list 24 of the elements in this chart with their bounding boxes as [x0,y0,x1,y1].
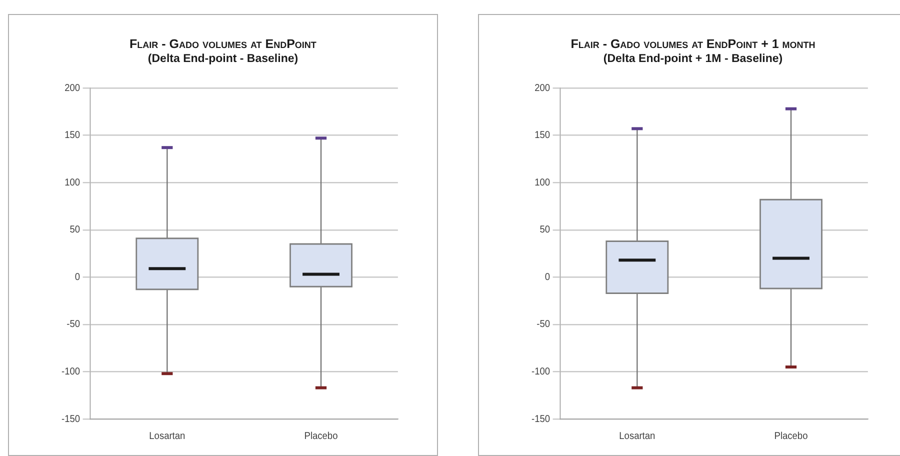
x-tick-label: Losartan [149,430,186,442]
chart-title: Flair - Gado volumes at EndPoint [128,37,318,51]
y-tick-label: 0 [74,272,80,284]
chart-title: Flair - Gado volumes at EndPoint + 1 month [570,37,816,51]
y-tick-label: 150 [534,130,550,142]
chart-subtitle: (Delta End-point + 1M - Baseline) [602,53,784,65]
y-tick-label: 100 [64,177,80,188]
y-tick-label: -100 [532,366,550,378]
y-tick-label: -50 [66,318,80,330]
x-tick-label: Placebo [774,430,808,442]
y-tick-label: 150 [64,130,80,142]
y-tick-label: -150 [62,413,80,425]
y-tick-label: -150 [532,413,550,425]
y-tick-label: 200 [534,82,550,94]
x-tick-label: Losartan [619,430,656,442]
y-tick-label: 200 [64,82,80,94]
chart-subtitle: (Delta End-point - Baseline) [146,53,300,65]
y-tick-label: -50 [536,318,550,330]
y-tick-label: 50 [70,224,80,236]
y-tick-label: -100 [62,366,80,378]
x-tick-label: Placebo [304,430,338,442]
y-tick-label: 0 [544,272,550,284]
y-tick-label: 100 [534,177,550,188]
y-tick-label: 50 [540,224,550,236]
